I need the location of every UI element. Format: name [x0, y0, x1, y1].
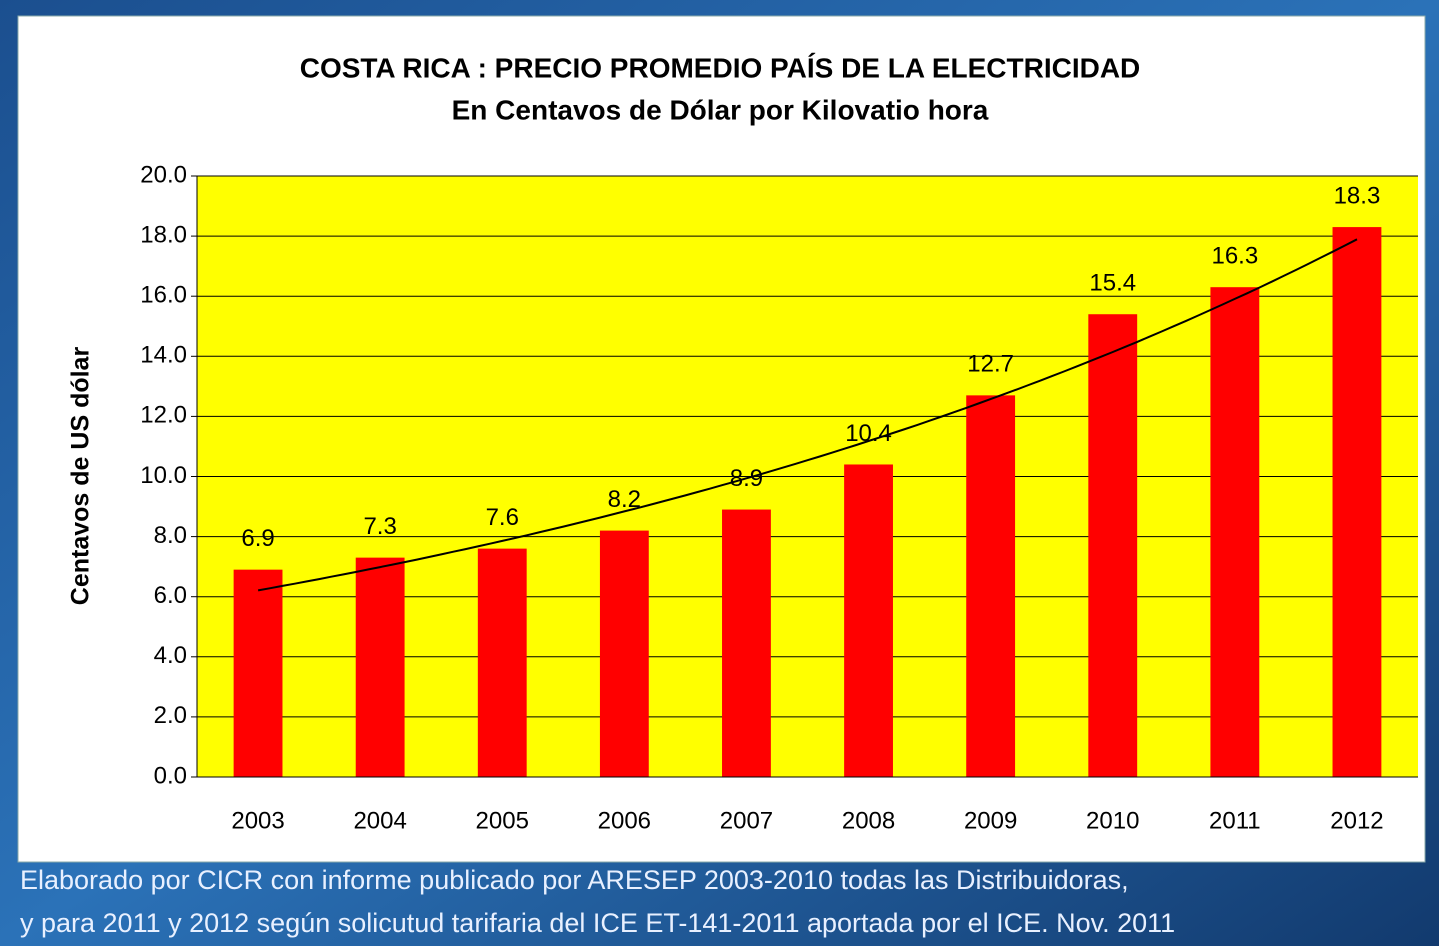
bar — [1088, 314, 1138, 777]
y-axis-title: Centavos de US dólar — [67, 347, 95, 606]
y-tick-label: 2.0 — [154, 702, 187, 729]
data-label: 15.4 — [1089, 270, 1136, 297]
data-label: 16.3 — [1211, 243, 1258, 270]
bar — [966, 395, 1016, 777]
x-tick-label: 2005 — [476, 807, 529, 834]
data-label: 10.4 — [845, 420, 892, 447]
x-tick-label: 2011 — [1209, 807, 1261, 834]
bar — [477, 548, 527, 777]
y-tick-label: 10.0 — [140, 462, 187, 489]
y-tick-label: 18.0 — [140, 221, 187, 248]
bar — [1210, 287, 1260, 777]
bar — [355, 557, 405, 777]
trendline — [257, 238, 1358, 592]
x-tick-label: 2008 — [842, 807, 895, 834]
x-tick-label: 2004 — [353, 807, 406, 834]
y-tick-label: 16.0 — [140, 282, 187, 309]
chart-subtitle: En Centavos de Dólar por Kilovatio hora — [452, 94, 989, 125]
bar — [1332, 227, 1382, 777]
bar — [722, 509, 771, 777]
footnote: y para 2011 y 2012 según solicutud tarif… — [20, 908, 1175, 938]
y-tick-label: 0.0 — [154, 762, 187, 789]
y-tick-label: 6.0 — [154, 582, 187, 609]
y-tick-label: 12.0 — [140, 402, 187, 429]
x-tick-label: 2007 — [720, 807, 773, 834]
x-tick-label: 2006 — [598, 807, 651, 834]
y-tick-label: 14.0 — [140, 342, 187, 369]
x-tick-label: 2012 — [1330, 807, 1383, 834]
y-tick-label: 8.0 — [154, 522, 187, 549]
x-tick-label: 2009 — [964, 807, 1017, 834]
bar — [844, 464, 893, 777]
x-tick-label: 2010 — [1086, 807, 1139, 834]
y-tick-label: 4.0 — [154, 642, 187, 669]
bar — [233, 569, 283, 777]
data-label: 12.7 — [967, 351, 1014, 378]
data-label: 6.9 — [241, 525, 274, 552]
y-tick-label: 20.0 — [140, 161, 187, 188]
chart-title: COSTA RICA : PRECIO PROMEDIO PAÍS DE LA … — [300, 52, 1141, 83]
x-tick-label: 2003 — [231, 807, 284, 834]
footnote: Elaborado por CICR con informe publicado… — [20, 865, 1129, 895]
data-label: 18.3 — [1334, 182, 1381, 209]
bar — [599, 530, 649, 777]
data-label: 7.6 — [486, 504, 519, 531]
data-label: 7.3 — [363, 513, 396, 540]
